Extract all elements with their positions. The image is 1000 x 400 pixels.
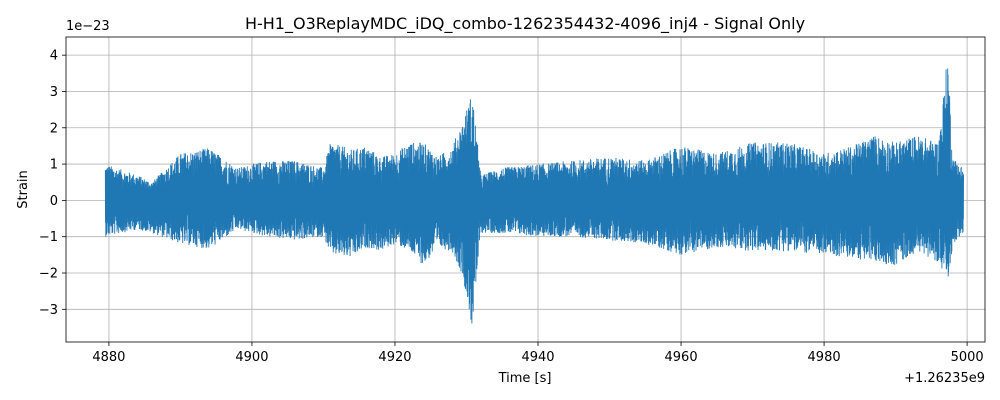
y-tick-label: 2	[50, 121, 58, 136]
y-tick-label: 4	[50, 49, 58, 64]
y-tick-label: −2	[39, 267, 58, 282]
x-tick-label: 4980	[808, 350, 841, 365]
x-axis: 4880 4900 4920 4940 4960 4980 5000	[92, 342, 984, 365]
x-tick-label: 4940	[521, 350, 554, 365]
x-axis-label: Time [s]	[498, 371, 552, 386]
y-tick-label: −3	[39, 303, 58, 318]
signal-series	[104, 68, 964, 324]
x-tick-label: 4880	[92, 350, 125, 365]
x-tick-label: 4960	[665, 350, 698, 365]
y-scale-label: 1e−23	[66, 19, 110, 34]
y-tick-label: −1	[39, 230, 58, 245]
strain-signal-line	[104, 68, 964, 324]
x-tick-label: 5000	[951, 350, 984, 365]
x-tick-label: 4900	[235, 350, 268, 365]
x-tick-label: 4920	[378, 350, 411, 365]
y-axis: −3 −2 −1 0 1 2 3 4	[39, 49, 66, 318]
y-tick-label: 3	[50, 85, 58, 100]
chart-title: H-H1_O3ReplayMDC_iDQ_combo-1262354432-40…	[245, 14, 805, 34]
x-offset-label: +1.26235e9	[904, 371, 985, 386]
y-tick-label: 0	[50, 194, 58, 209]
plot-frame	[65, 36, 986, 343]
y-tick-label: 1	[50, 158, 58, 173]
y-axis-label: Strain	[16, 170, 31, 209]
